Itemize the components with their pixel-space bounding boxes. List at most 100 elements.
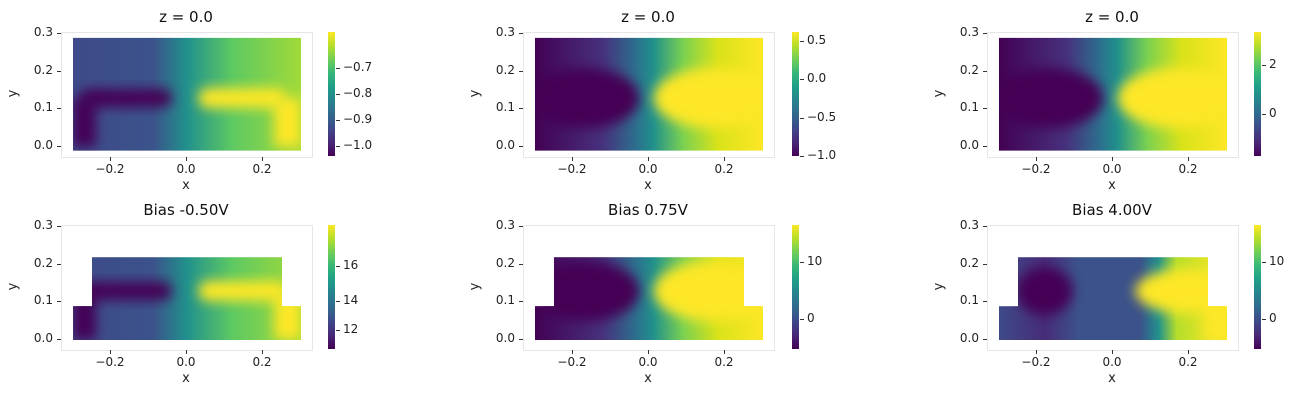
y-tick-mark [983, 33, 987, 34]
x-tick-label: −0.2 [557, 162, 587, 176]
colorbar-tick-mark [800, 79, 804, 81]
x-tick-label: 0.0 [638, 162, 658, 176]
x-tick-label: 0.2 [1178, 162, 1198, 176]
colorbar-tick-mark [800, 319, 804, 321]
colorbar-tick-label: −0.5 [807, 109, 837, 124]
x-axis-label: x [644, 371, 652, 386]
colorbar-tick-mark [800, 156, 804, 157]
y-tick-mark [57, 301, 61, 303]
y-tick-mark [57, 33, 61, 34]
subplot-title: Bias 4.00V [1072, 201, 1152, 219]
y-axis-label: y [931, 282, 947, 291]
x-tick-mark [1188, 350, 1189, 354]
y-tick-label: 0.3 [33, 25, 53, 39]
y-tick-label: 0.1 [33, 100, 53, 115]
y-tick-label: 0.1 [33, 293, 53, 308]
colorbar-tick-mark [1262, 113, 1266, 115]
x-tick-mark [110, 350, 111, 354]
colorbar [1254, 225, 1261, 349]
x-tick-label: 0.0 [176, 355, 196, 369]
colorbar-tick-label: 0 [1269, 105, 1277, 120]
colorbar-tick-label: −0.7 [343, 59, 373, 74]
x-tick-label: −0.2 [1021, 162, 1051, 176]
y-tick-mark [519, 70, 523, 72]
y-tick-label: 0.1 [495, 100, 515, 115]
heatmap-image [535, 257, 763, 340]
y-axis-label: y [467, 89, 483, 98]
y-tick-label: 0.2 [33, 255, 53, 270]
y-tick-label: 0.3 [495, 25, 515, 39]
heatmap-axes [523, 225, 775, 351]
x-tick-mark [572, 157, 573, 161]
heatmap-image [535, 37, 763, 151]
heatmap-image [999, 257, 1227, 340]
colorbar [1254, 32, 1261, 156]
y-tick-mark [983, 263, 987, 265]
subplot-title: z = 0.0 [621, 8, 675, 26]
y-tick-label: 0.1 [959, 293, 979, 308]
y-tick-mark [983, 226, 987, 227]
y-tick-label: 0.2 [959, 62, 979, 77]
y-tick-mark [519, 108, 523, 110]
colorbar-tick-mark [336, 146, 340, 148]
y-tick-label: 0.0 [33, 331, 53, 345]
x-axis-label: x [644, 178, 652, 193]
x-tick-label: −0.2 [557, 355, 587, 369]
x-tick-label: 0.0 [1102, 162, 1122, 176]
x-tick-label: 0.0 [1102, 355, 1122, 369]
y-tick-mark [519, 226, 523, 227]
colorbar-tick-label: 2 [1269, 57, 1277, 72]
colorbar-tick-mark [800, 117, 804, 119]
x-tick-mark [1112, 157, 1113, 161]
x-tick-label: 0.0 [638, 355, 658, 369]
y-tick-mark [983, 146, 987, 147]
y-tick-mark [983, 70, 987, 72]
y-tick-label: 0.3 [495, 218, 515, 232]
y-tick-label: 0.3 [959, 218, 979, 232]
colorbar-tick-label: −1.0 [807, 148, 837, 162]
colorbar [792, 32, 799, 156]
x-tick-mark [262, 350, 263, 354]
heatmap-axes [61, 225, 313, 351]
y-tick-label: 0.2 [959, 255, 979, 270]
y-tick-label: 0.2 [495, 255, 515, 270]
colorbar-tick-label: −0.9 [343, 112, 373, 127]
x-tick-label: 0.2 [714, 162, 734, 176]
y-tick-label: 0.0 [33, 138, 53, 152]
y-tick-label: 0.0 [959, 331, 979, 345]
y-tick-mark [983, 301, 987, 303]
y-axis-label: y [467, 282, 483, 291]
y-tick-label: 0.2 [495, 62, 515, 77]
colorbar-tick-label: 10 [1269, 254, 1285, 269]
x-tick-mark [572, 350, 573, 354]
colorbar-tick-mark [336, 67, 340, 69]
x-axis-label: x [182, 178, 190, 193]
y-axis-label: y [5, 89, 21, 98]
y-tick-mark [519, 339, 523, 340]
colorbar-tick-label: 0.5 [807, 32, 827, 47]
heatmap-image [73, 257, 301, 340]
x-tick-mark [1036, 350, 1037, 354]
x-tick-label: −0.2 [95, 162, 125, 176]
heatmap-axes [61, 32, 313, 158]
y-tick-mark [519, 263, 523, 265]
y-tick-mark [57, 339, 61, 340]
y-tick-mark [57, 146, 61, 147]
colorbar-tick-label: −1.0 [343, 138, 373, 153]
heatmap-axes [987, 32, 1239, 158]
x-tick-label: 0.2 [252, 355, 272, 369]
x-tick-label: 0.2 [1178, 355, 1198, 369]
x-tick-label: 0.2 [714, 355, 734, 369]
y-tick-label: 0.0 [495, 331, 515, 345]
y-tick-mark [57, 70, 61, 72]
x-tick-label: 0.2 [252, 162, 272, 176]
colorbar-tick-mark [336, 330, 340, 332]
colorbar-tick-label: 14 [343, 292, 359, 307]
x-tick-label: −0.2 [95, 355, 125, 369]
colorbar-tick-mark [1262, 319, 1266, 321]
y-tick-label: 0.1 [959, 100, 979, 115]
colorbar-tick-label: 0 [807, 311, 815, 326]
x-tick-label: −0.2 [1021, 355, 1051, 369]
y-tick-mark [57, 263, 61, 265]
x-tick-mark [1036, 157, 1037, 161]
